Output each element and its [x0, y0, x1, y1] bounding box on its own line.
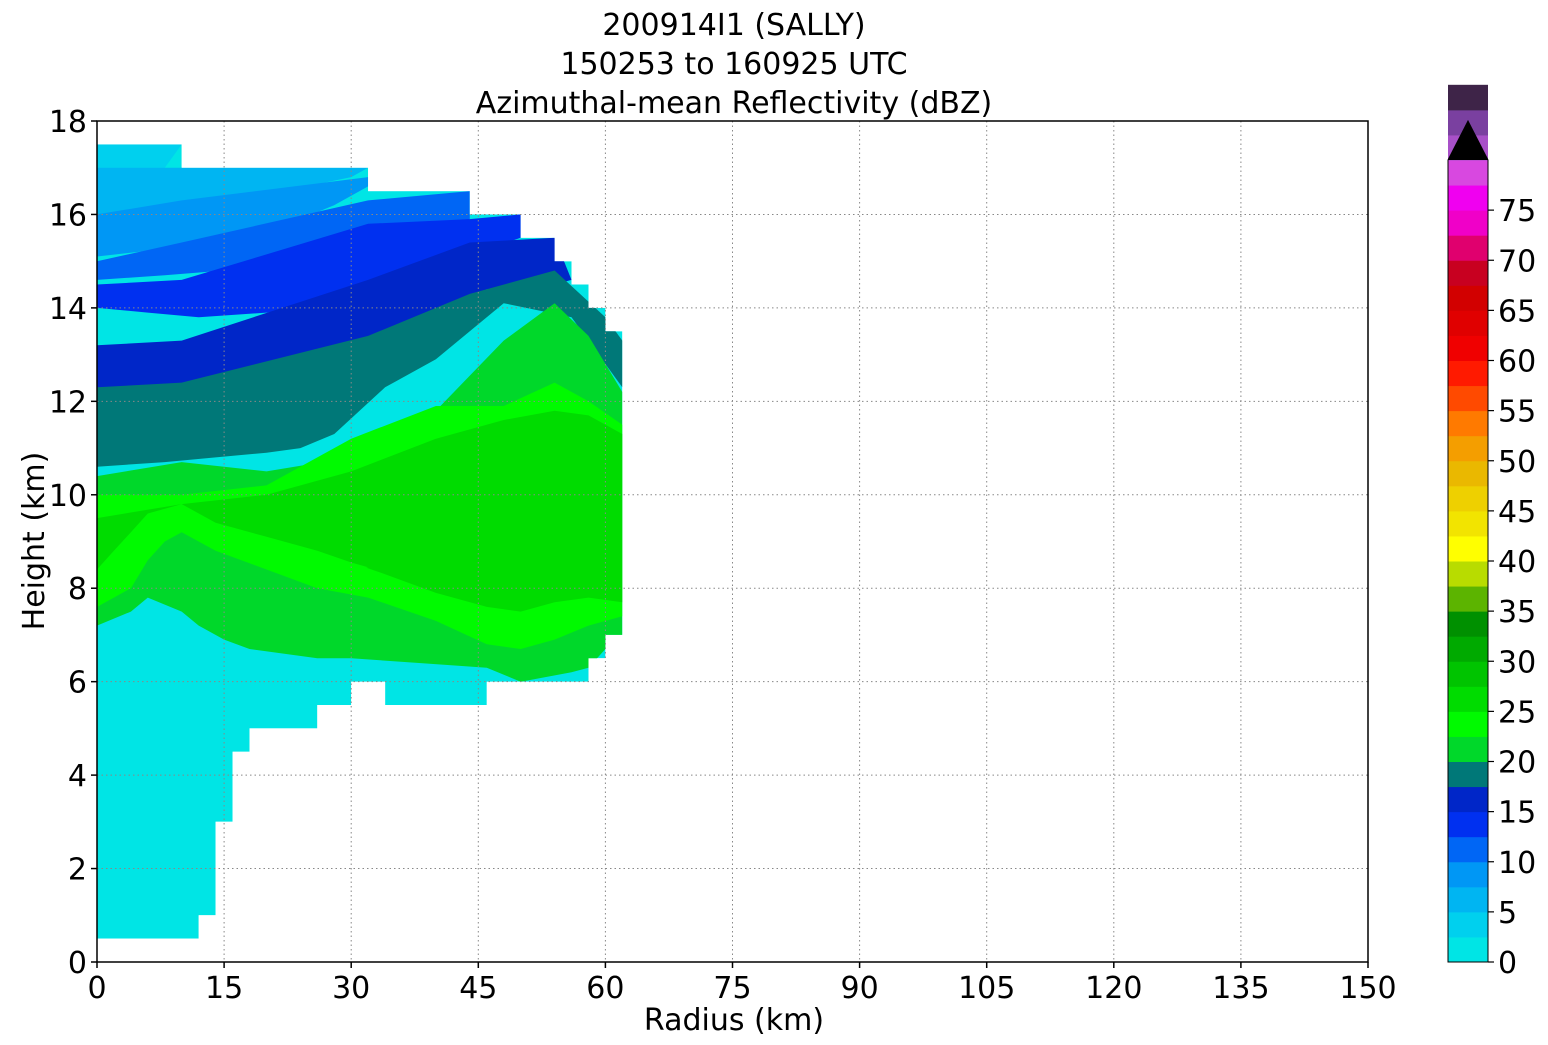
colorbar-tick-label: 70: [1498, 244, 1536, 279]
chart-title-line-3: Azimuthal-mean Reflectivity (dBZ): [476, 86, 992, 121]
colorbar-swatch: [1448, 260, 1488, 286]
contour-band-17-5: [97, 270, 623, 467]
colorbar-swatch: [1448, 435, 1488, 462]
chart-title-line-1: 200914I1 (SALLY): [602, 8, 865, 43]
colorbar-swatch: [1448, 836, 1488, 863]
contour-band-15: [97, 237, 572, 397]
reflectivity-field: [97, 144, 623, 939]
colorbar-tick-label: 75: [1498, 194, 1536, 229]
colorbar-swatch: [1448, 786, 1488, 813]
colorbar-swatch: [1448, 811, 1488, 838]
colorbar-swatch: [1448, 535, 1488, 562]
colorbar-tick-label: 20: [1498, 746, 1536, 781]
colorbar-swatch: [1448, 185, 1488, 211]
x-tick-label: 60: [586, 971, 624, 1006]
x-axis: 0 15 30 45 60 75 90 105 120 135 150: [87, 962, 1397, 1006]
x-tick-label: 15: [205, 971, 243, 1006]
y-tick-label: 2: [68, 853, 87, 888]
colorbar-swatch: [1448, 936, 1488, 963]
colorbar-swatch: [1448, 385, 1488, 412]
y-axis: 0 2 4 6 8 10 12 14 16 18: [49, 105, 97, 981]
grid-lines: [97, 121, 1368, 962]
colorbar-swatch: [1448, 661, 1488, 687]
colorbar-tick-label: 50: [1498, 445, 1536, 480]
colorbar-outline: [1447, 119, 1489, 963]
colorbar-tick-label: 35: [1498, 595, 1536, 630]
colorbar-swatch: [1448, 861, 1488, 888]
colorbar-swatch: [1448, 611, 1488, 637]
colorbar-tick-label: 45: [1498, 495, 1536, 530]
colorbar-tick-label: 65: [1498, 294, 1536, 329]
colorbar-swatch: [1448, 736, 1488, 762]
colorbar-swatch: [1448, 285, 1488, 311]
colorbar-swatch: [1448, 711, 1488, 737]
y-axis-label: Height (km): [17, 452, 52, 631]
x-tick-label: 75: [713, 971, 751, 1006]
colorbar-swatch: [1448, 235, 1488, 261]
colorbar-swatch: [1448, 911, 1488, 938]
x-tick-label: 120: [1085, 971, 1142, 1006]
y-tick-label: 12: [49, 385, 87, 420]
y-tick-label: 16: [49, 198, 87, 233]
colorbar-swatch: [1448, 335, 1488, 361]
x-tick-label: 45: [459, 971, 497, 1006]
y-tick-label: 4: [68, 759, 87, 794]
colorbar-swatch: [1448, 310, 1488, 336]
colorbar-swatch: [1448, 586, 1488, 612]
contour-band-10: [97, 191, 470, 280]
y-tick-label: 10: [49, 479, 87, 514]
colorbar-swatch: [1448, 886, 1488, 913]
contour-band-25: [97, 410, 623, 612]
y-tick-label: 18: [49, 105, 87, 140]
contour-band-12-5: [97, 214, 521, 318]
colorbar-swatch: [1448, 160, 1488, 186]
y-tick-label: 6: [68, 666, 87, 701]
colorbar-tick-label: 60: [1498, 345, 1536, 380]
y-tick-label: 14: [49, 292, 87, 327]
colorbar-tick-label: 25: [1498, 695, 1536, 730]
colorbar-swatch: [1448, 761, 1488, 788]
colorbar-tick-label: 15: [1498, 796, 1536, 831]
colorbar-swatch: [1448, 561, 1488, 587]
x-tick-label: 90: [841, 971, 879, 1006]
x-tick-label: 150: [1339, 971, 1396, 1006]
colorbar-tick-label: 5: [1498, 896, 1517, 931]
colorbar-swatch: [1448, 360, 1488, 387]
colorbar-tick-label: 0: [1498, 946, 1517, 981]
colorbar-swatch: [1448, 460, 1488, 487]
colorbar-swatch: [1448, 686, 1488, 712]
x-axis-label: Radius (km): [644, 1003, 824, 1038]
y-tick-label: 8: [68, 572, 87, 607]
colorbar-tick-label: 40: [1498, 545, 1536, 580]
colorbar-swatch: [1448, 485, 1488, 512]
contour-layers: [97, 144, 623, 939]
x-tick-label: 0: [87, 971, 106, 1006]
colorbar-swatch: [1448, 210, 1488, 236]
colorbar: 0 5 10 15 20 25 30 35 40 45 50 55 60 65 70 75: [1447, 84, 1536, 981]
contour-band-7-5: [97, 177, 369, 257]
colorbar-tick-label: 55: [1498, 395, 1536, 430]
x-tick-label: 135: [1212, 971, 1269, 1006]
x-tick-label: 30: [332, 971, 370, 1006]
colorbar-tick-label: 30: [1498, 645, 1536, 680]
colorbar-swatch: [1448, 84, 1488, 111]
x-tick-label: 105: [958, 971, 1015, 1006]
colorbar-extend-arrow: [1448, 121, 1488, 160]
colorbar-swatch: [1448, 410, 1488, 437]
chart-title-line-2: 150253 to 160925 UTC: [560, 47, 907, 82]
colorbar-tick-label: 10: [1498, 846, 1536, 881]
colorbar-swatch: [1448, 510, 1488, 537]
colorbar-swatch: [1448, 636, 1488, 662]
y-tick-label: 0: [68, 946, 87, 981]
